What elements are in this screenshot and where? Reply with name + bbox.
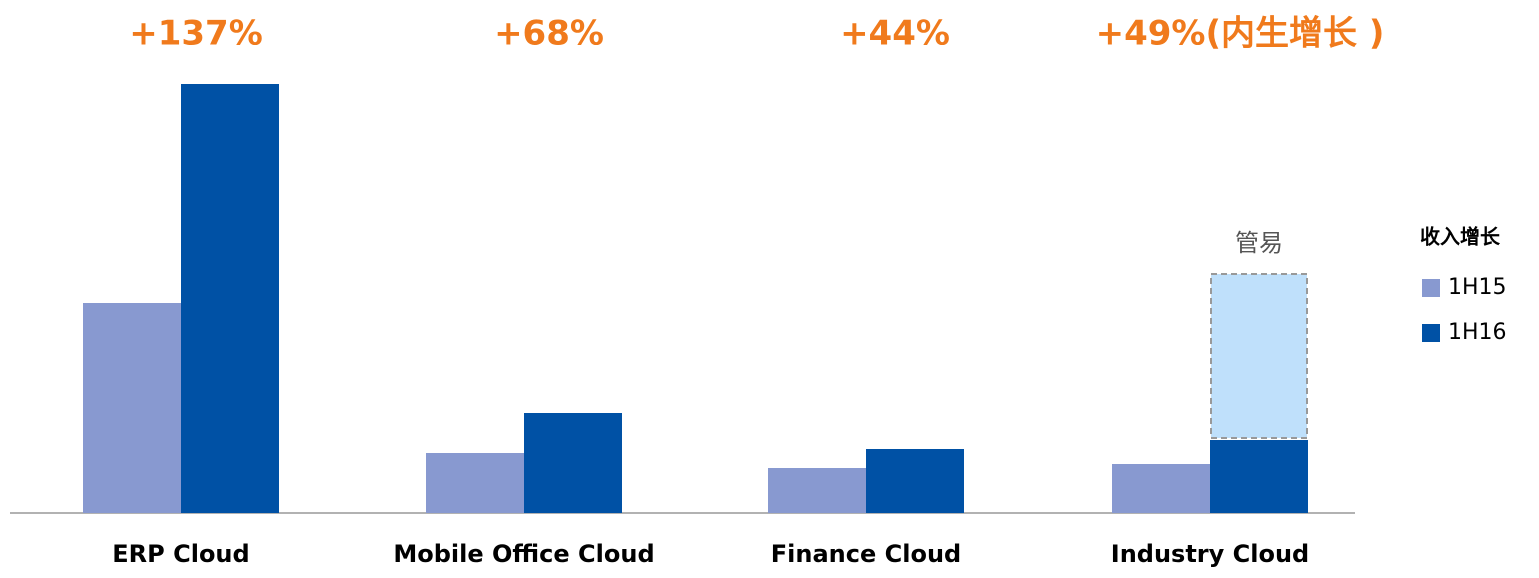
bar [181, 84, 279, 513]
legend-label: 1H15 [1448, 275, 1507, 300]
x-tick-label: Industry Cloud [1111, 540, 1309, 568]
growth-label: +137% [129, 14, 263, 54]
legend-title: 收入增长 [1420, 225, 1501, 249]
growth-label: +68% [494, 14, 604, 54]
stacked-bar [1210, 273, 1308, 439]
segment-label: 管易 [1235, 229, 1283, 257]
bar [768, 468, 866, 513]
growth-label: +44% [840, 14, 950, 54]
bar [866, 449, 964, 513]
bar [426, 453, 524, 513]
x-tick-label: Mobile Office Cloud [393, 540, 654, 568]
x-tick-label: Finance Cloud [771, 540, 961, 568]
growth-label: +49%(内生增长 ) [1096, 14, 1385, 54]
bar [1210, 440, 1308, 513]
legend-swatch [1422, 279, 1440, 297]
legend-swatch [1422, 324, 1440, 342]
bar [1112, 464, 1210, 513]
bar [83, 303, 181, 513]
x-tick-label: ERP Cloud [112, 540, 249, 568]
bar [524, 413, 622, 513]
legend-label: 1H16 [1448, 320, 1507, 345]
